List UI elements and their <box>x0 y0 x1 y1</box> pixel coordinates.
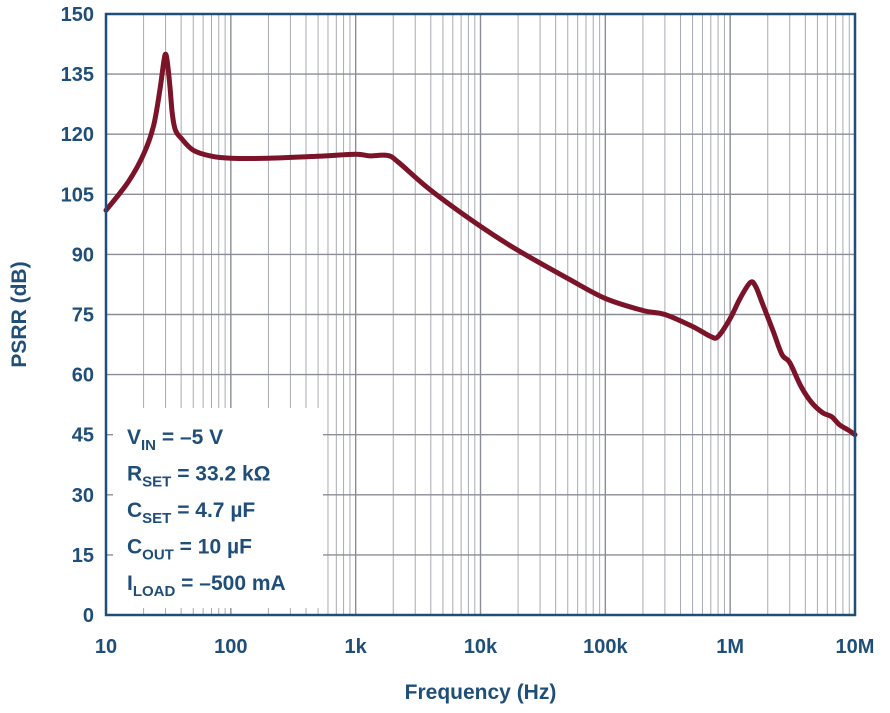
x-axis-title: Frequency (Hz) <box>405 681 557 704</box>
y-tick-labels: 0 15 30 45 60 75 90 105 120 135 150 <box>61 4 94 627</box>
psrr-series-line <box>103 51 858 438</box>
y-tick-label: 135 <box>61 64 94 86</box>
y-tick-label: 0 <box>83 605 94 627</box>
annotation-line: VIN = –5 V <box>127 426 223 454</box>
conditions-annotation: VIN = –5 V RSET = 33.2 kΩ CSET = 4.7 µF COU… <box>113 408 323 608</box>
x-tick-label: 1k <box>345 636 368 658</box>
y-tick-label: 150 <box>61 4 94 26</box>
annotation-line: COUT = 10 µF <box>127 536 252 564</box>
y-axis-title: PSRR (dB) <box>8 261 31 367</box>
series-layer <box>103 51 858 438</box>
annotation-line: ILOAD = –500 mA <box>127 572 286 600</box>
x-tick-label: 10k <box>464 636 498 658</box>
y-tick-label: 60 <box>72 365 94 387</box>
x-tick-label: 1M <box>716 636 744 658</box>
x-tick-labels: 10 100 1k 10k 100k 1M 10M <box>95 636 875 658</box>
plot-frame <box>104 12 857 617</box>
y-tick-label: 75 <box>72 305 94 327</box>
annotation-line: RSET = 33.2 kΩ <box>127 463 271 491</box>
y-tick-label: 30 <box>72 485 94 507</box>
y-tick-label: 105 <box>61 184 94 206</box>
annotation-line: CSET = 4.7 µF <box>127 499 255 527</box>
y-tick-label: 45 <box>72 425 94 447</box>
x-tick-label: 100 <box>214 636 247 658</box>
y-tick-label: 90 <box>72 244 94 266</box>
x-tick-label: 10 <box>95 636 117 658</box>
annotation-background <box>113 408 323 608</box>
x-tick-label: 10M <box>836 636 875 658</box>
y-tick-label: 120 <box>61 124 94 146</box>
y-tick-label: 15 <box>72 545 94 567</box>
x-tick-label: 100k <box>583 636 628 658</box>
